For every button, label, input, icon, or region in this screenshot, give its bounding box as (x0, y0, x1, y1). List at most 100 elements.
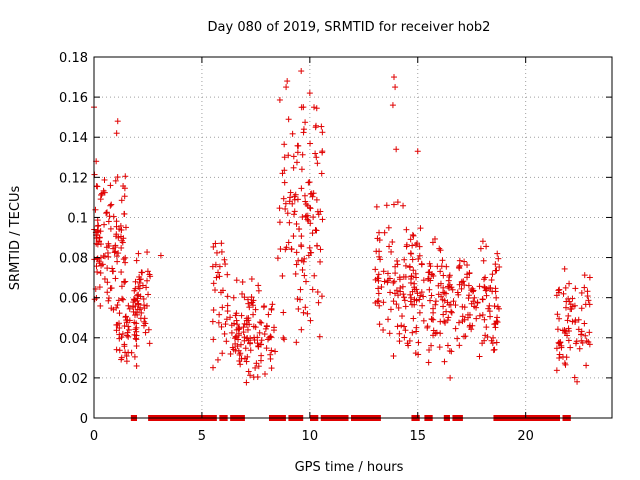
y-tick-label: 0.04 (59, 332, 88, 347)
data-point (479, 311, 486, 318)
data-point (209, 318, 216, 325)
data-point (433, 329, 440, 336)
data-point (417, 225, 424, 232)
data-point (559, 327, 566, 334)
data-point (489, 271, 496, 278)
data-point (133, 336, 140, 343)
data-point (440, 311, 447, 318)
data-point (401, 256, 408, 263)
y-tick-label: 0.02 (59, 372, 88, 387)
data-point (473, 304, 480, 311)
data-point (246, 321, 253, 328)
data-point (391, 290, 398, 297)
data-point (430, 309, 437, 316)
data-point (238, 355, 245, 362)
y-tick-label: 0.18 (59, 51, 88, 66)
data-point (302, 119, 309, 126)
data-point (241, 337, 248, 344)
data-point (476, 283, 483, 290)
data-point (145, 326, 152, 333)
data-point (581, 284, 588, 291)
data-point (582, 301, 589, 308)
data-point (138, 269, 145, 276)
data-point (448, 309, 455, 316)
data-point (289, 130, 296, 137)
data-point (282, 246, 289, 253)
data-point (107, 202, 114, 209)
data-point (113, 327, 120, 334)
data-point (437, 330, 444, 337)
data-point (444, 342, 451, 349)
data-point (400, 294, 407, 301)
data-point (298, 243, 305, 250)
data-point (390, 298, 397, 305)
data-point (237, 341, 244, 348)
data-point (466, 269, 473, 276)
data-point (426, 286, 433, 293)
data-point (409, 231, 416, 238)
data-point (288, 245, 295, 252)
data-point (473, 315, 480, 322)
data-point (456, 265, 463, 272)
data-point (105, 297, 112, 304)
data-point (413, 324, 420, 331)
data-point (114, 301, 121, 308)
data-point (239, 278, 246, 285)
data-point (578, 331, 585, 338)
data-point (224, 308, 231, 315)
data-point (219, 287, 226, 294)
data-point (481, 284, 488, 291)
data-point (420, 317, 427, 324)
data-point (131, 353, 138, 360)
data-point (251, 334, 258, 341)
data-point (96, 234, 103, 241)
data-point (564, 317, 571, 324)
data-point (583, 362, 590, 369)
data-point (441, 289, 448, 296)
data-point (425, 275, 432, 282)
data-point (294, 295, 301, 302)
data-point (410, 232, 417, 239)
data-point (376, 229, 383, 236)
x-tick-label: 15 (409, 429, 426, 444)
data-point (561, 360, 568, 367)
data-point (101, 176, 108, 183)
x-tick-label: 0 (90, 429, 98, 444)
data-point (571, 374, 578, 381)
data-point (441, 358, 448, 365)
data-point (118, 334, 125, 341)
data-point (113, 304, 120, 311)
data-point (105, 240, 112, 247)
data-point (122, 224, 129, 231)
data-point (261, 371, 268, 378)
axis-ticks (93, 56, 612, 419)
data-point (216, 273, 223, 280)
data-point (568, 306, 575, 313)
data-point (318, 123, 325, 130)
data-point (213, 274, 220, 281)
data-point (233, 310, 240, 317)
data-point (420, 293, 427, 300)
data-point (313, 105, 320, 112)
data-point (281, 179, 288, 186)
data-point (118, 283, 125, 290)
data-point (413, 297, 420, 304)
data-point (411, 280, 418, 287)
data-point (483, 292, 490, 299)
data-point (416, 296, 423, 303)
data-point (243, 379, 250, 386)
data-point (228, 329, 235, 336)
data-point (115, 297, 122, 304)
data-point (235, 330, 242, 337)
data-point (372, 266, 379, 273)
data-point (578, 289, 585, 296)
data-point (317, 246, 324, 253)
data-point (460, 278, 467, 285)
data-point (298, 185, 305, 192)
data-point (424, 323, 431, 330)
y-axis-title: SRMTID / TECUs (8, 186, 23, 291)
data-point (410, 315, 417, 322)
data-point (92, 206, 99, 213)
data-point (236, 325, 243, 332)
data-point (459, 303, 466, 310)
